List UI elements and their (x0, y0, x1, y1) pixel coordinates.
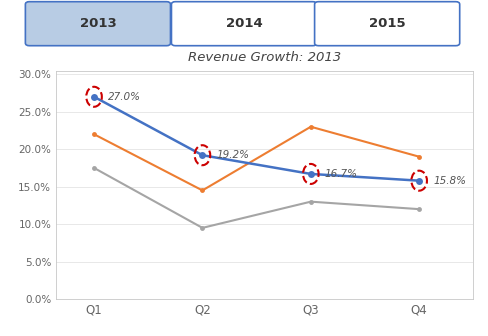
Text: 19.2%: 19.2% (217, 150, 249, 160)
Title: Revenue Growth: 2013: Revenue Growth: 2013 (188, 51, 341, 64)
Text: 16.7%: 16.7% (325, 169, 358, 179)
Text: 2015: 2015 (369, 17, 406, 30)
Text: 2014: 2014 (225, 17, 263, 30)
Text: 2013: 2013 (80, 17, 116, 30)
Text: 15.8%: 15.8% (433, 176, 466, 186)
Text: 27.0%: 27.0% (108, 92, 141, 102)
